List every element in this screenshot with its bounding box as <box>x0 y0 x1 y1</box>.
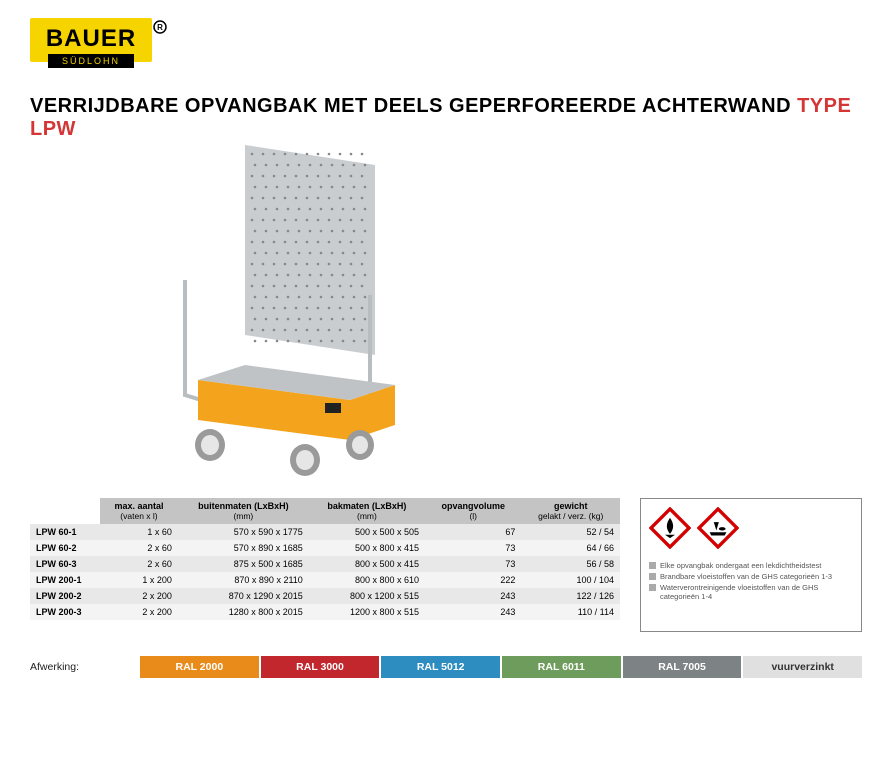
title-main: VERRIJDBARE OPVANGBAK MET DEELS GEPERFOR… <box>30 95 797 117</box>
table-cell: 500 x 500 x 505 <box>309 524 425 540</box>
svg-text:BAUER: BAUER <box>46 25 136 52</box>
col-header <box>30 498 100 524</box>
brand-logo: BAUER SÜDLOHN R <box>30 18 190 76</box>
table-cell: 2 x 60 <box>100 540 178 556</box>
table-row: LPW 60-11 x 60570 x 590 x 1775500 x 500 … <box>30 524 620 540</box>
finish-chip: RAL 6011 <box>502 656 623 678</box>
environment-icon <box>697 507 739 551</box>
col-header: max. aantal(vaten x l) <box>100 498 178 524</box>
info-box: Elke opvangbak ondergaat een lekdichthei… <box>640 498 862 632</box>
table-cell: 56 / 58 <box>521 556 620 572</box>
finish-chip: vuurverzinkt <box>743 656 862 678</box>
table-cell: 2 x 200 <box>100 604 178 620</box>
bullet-icon <box>649 573 656 580</box>
table-cell: LPW 200-3 <box>30 604 100 620</box>
table-cell: 222 <box>425 572 521 588</box>
table-cell: 800 x 1200 x 515 <box>309 588 425 604</box>
table-cell: 100 / 104 <box>521 572 620 588</box>
table-row: LPW 60-22 x 60570 x 890 x 1685500 x 800 … <box>30 540 620 556</box>
table-cell: 243 <box>425 588 521 604</box>
col-header: opvangvolume(l) <box>425 498 521 524</box>
table-cell: 110 / 114 <box>521 604 620 620</box>
table-cell: 2 x 200 <box>100 588 178 604</box>
flammable-icon <box>649 507 691 551</box>
spec-table-header: max. aantal(vaten x l)buitenmaten (LxBxH… <box>30 498 620 524</box>
finish-chip: RAL 5012 <box>381 656 502 678</box>
table-cell: 870 x 890 x 2110 <box>178 572 309 588</box>
col-header: bakmaten (LxBxH)(mm) <box>309 498 425 524</box>
table-cell: 122 / 126 <box>521 588 620 604</box>
page-title: VERRIJDBARE OPVANGBAK MET DEELS GEPERFOR… <box>30 95 892 141</box>
table-cell: 870 x 1290 x 2015 <box>178 588 309 604</box>
table-cell: 875 x 500 x 1685 <box>178 556 309 572</box>
spec-table-body: LPW 60-11 x 60570 x 590 x 1775500 x 500 … <box>30 524 620 620</box>
table-row: LPW 200-32 x 2001280 x 800 x 20151200 x … <box>30 604 620 620</box>
spec-table: max. aantal(vaten x l)buitenmaten (LxBxH… <box>30 498 620 620</box>
hazard-icons <box>649 507 853 551</box>
finish-chip: RAL 7005 <box>623 656 744 678</box>
svg-text:SÜDLOHN: SÜDLOHN <box>62 56 120 66</box>
table-cell: 1200 x 800 x 515 <box>309 604 425 620</box>
table-cell: 243 <box>425 604 521 620</box>
table-cell: 1280 x 800 x 2015 <box>178 604 309 620</box>
table-cell: LPW 200-2 <box>30 588 100 604</box>
col-header: gewichtgelakt / verz. (kg) <box>521 498 620 524</box>
table-cell: 52 / 54 <box>521 524 620 540</box>
table-cell: 570 x 590 x 1775 <box>178 524 309 540</box>
table-cell: 73 <box>425 556 521 572</box>
table-cell: 67 <box>425 524 521 540</box>
info-text: Elke opvangbak ondergaat een lekdichthei… <box>660 561 821 570</box>
info-text: Waterverontreinigende vloeistoffen van d… <box>660 583 853 601</box>
product-illustration <box>150 140 420 480</box>
finish-row: Afwerking: RAL 2000RAL 3000RAL 5012RAL 6… <box>30 656 862 678</box>
info-line: Brandbare vloeistoffen van de GHS catego… <box>649 572 853 581</box>
table-cell: 500 x 800 x 415 <box>309 540 425 556</box>
table-row: LPW 200-11 x 200870 x 890 x 2110800 x 80… <box>30 572 620 588</box>
bullet-icon <box>649 584 656 591</box>
table-cell: LPW 60-1 <box>30 524 100 540</box>
table-row: LPW 60-32 x 60875 x 500 x 1685800 x 500 … <box>30 556 620 572</box>
svg-text:R: R <box>157 23 163 32</box>
table-cell: 1 x 200 <box>100 572 178 588</box>
col-header: buitenmaten (LxBxH)(mm) <box>178 498 309 524</box>
table-cell: 570 x 890 x 1685 <box>178 540 309 556</box>
info-text: Brandbare vloeistoffen van de GHS catego… <box>660 572 832 581</box>
bullet-icon <box>649 562 656 569</box>
table-cell: 2 x 60 <box>100 556 178 572</box>
finish-chip: RAL 2000 <box>140 656 261 678</box>
table-cell: 800 x 500 x 415 <box>309 556 425 572</box>
finish-label: Afwerking: <box>30 656 140 678</box>
info-line: Elke opvangbak ondergaat een lekdichthei… <box>649 561 853 570</box>
table-cell: 64 / 66 <box>521 540 620 556</box>
table-cell: LPW 200-1 <box>30 572 100 588</box>
table-cell: 1 x 60 <box>100 524 178 540</box>
table-cell: LPW 60-3 <box>30 556 100 572</box>
table-row: LPW 200-22 x 200870 x 1290 x 2015800 x 1… <box>30 588 620 604</box>
finish-chip: RAL 3000 <box>261 656 382 678</box>
info-line: Waterverontreinigende vloeistoffen van d… <box>649 583 853 601</box>
table-cell: 800 x 800 x 610 <box>309 572 425 588</box>
table-cell: LPW 60-2 <box>30 540 100 556</box>
table-cell: 73 <box>425 540 521 556</box>
